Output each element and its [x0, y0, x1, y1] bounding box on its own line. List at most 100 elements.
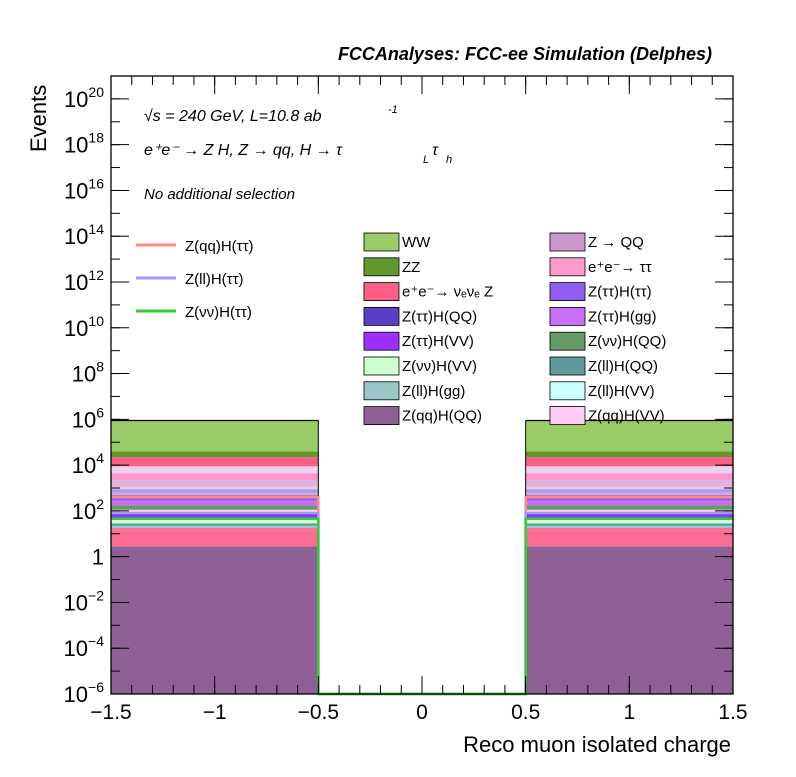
- stack-bar: [525, 489, 733, 493]
- stack-bar: [111, 451, 319, 458]
- stack-bar: [525, 509, 733, 514]
- legend-entry-label: Z(qq)H(ττ): [185, 238, 254, 255]
- stack-bar: [525, 528, 733, 531]
- legend-box-swatch: [363, 282, 400, 302]
- legend-box-swatch: [363, 356, 400, 376]
- x-tick-label: 1.5: [718, 701, 747, 724]
- stack-bar: [525, 505, 733, 510]
- stack-bar: [525, 457, 733, 467]
- stack-bar: [525, 420, 733, 452]
- y-tick-label: 1020: [64, 84, 104, 112]
- legend-box-swatch: [549, 356, 586, 376]
- stack-bar: [111, 525, 319, 529]
- stack-bar: [111, 420, 319, 452]
- stack-bar: [525, 546, 733, 694]
- stack-bar: [111, 521, 319, 524]
- stack-bar: [111, 505, 319, 510]
- annotation-energy: √s = 240 GeV, L=10.8 ab -1: [144, 104, 398, 125]
- figure-title: FCCAnalyses: FCC-ee Simulation (Delphes): [338, 44, 712, 64]
- y-tick-label: 10−4: [64, 633, 105, 661]
- y-tick-label: 1018: [64, 130, 104, 158]
- legend-entry-label: Z(νν)H(QQ): [588, 333, 666, 350]
- y-tick-label: 1012: [64, 267, 104, 295]
- stack-bar: [111, 530, 319, 547]
- svg-text:h: h: [446, 154, 452, 166]
- legend-entry-label: Z(ττ)H(gg): [588, 308, 657, 325]
- stack-bar: [111, 492, 319, 495]
- legend-entry-label: WW: [402, 234, 431, 251]
- legend-entry-label: Z(ττ)H(VV): [402, 333, 474, 350]
- stack-bar: [111, 515, 319, 519]
- stack-bar: [525, 530, 733, 547]
- legend-box-swatch: [549, 232, 586, 252]
- stack-bar: [525, 479, 733, 487]
- stack-bar: [111, 486, 319, 490]
- stack-bar: [525, 500, 733, 506]
- legend-entry-label: Z(qq)H(QQ): [402, 408, 482, 425]
- x-tick-label: −1: [203, 701, 227, 724]
- y-tick-label: 10−6: [64, 679, 105, 707]
- y-tick-label: 1016: [64, 175, 104, 203]
- legend-box-swatch: [549, 306, 586, 326]
- legend-box-swatch: [549, 331, 586, 351]
- legend-entry-label: Z(ll)H(VV): [588, 383, 655, 400]
- stack-bar: [525, 525, 733, 529]
- y-tick-label: 1: [92, 545, 104, 570]
- x-tick-label: 1: [623, 701, 635, 724]
- legend-backgrounds-right: Z → QQ e⁺e⁻→ ττ Z(ττ)H(ττ) Z(ττ)H(gg) Z(νν)H…: [549, 232, 666, 426]
- legend-entry-label: Z(ττ)H(QQ): [402, 308, 477, 325]
- legend-entry-label: Z(ll)H(gg): [402, 383, 465, 400]
- y-tick-label: 1014: [64, 221, 104, 249]
- stack-bar: [525, 486, 733, 490]
- legend-entry-label: Z(νν)H(ττ): [185, 304, 252, 321]
- stack-bar: [111, 473, 319, 480]
- legend-entry-label: ZZ: [402, 259, 420, 276]
- svg-text:-1: -1: [388, 104, 398, 116]
- x-tick-label: −0.5: [298, 701, 339, 724]
- stack-bar: [111, 466, 319, 474]
- legend-entry-label: Z(νν)H(VV): [402, 358, 477, 375]
- y-axis-label: Events: [26, 85, 51, 152]
- x-tick-label: 0: [416, 701, 428, 724]
- legend-entry-label: e⁺e⁻→ νₑνₑ Z: [402, 284, 493, 301]
- y-tick-label: 104: [72, 450, 104, 478]
- stack-bar: [111, 528, 319, 531]
- legend-box-swatch: [549, 282, 586, 302]
- annotation-selection: No additional selection: [144, 186, 295, 203]
- x-tick-label: −1.5: [90, 701, 131, 724]
- stack-bars: [111, 419, 733, 694]
- y-tick-label: 10−2: [64, 587, 105, 615]
- stack-bar: [111, 523, 319, 526]
- stack-bar: [111, 546, 319, 694]
- stack-bar: [525, 515, 733, 519]
- svg-text:√s = 240 GeV, L=10.8 ab: √s = 240 GeV, L=10.8 ab: [144, 108, 322, 125]
- legend-entry-label: Z(ττ)H(ττ): [588, 284, 652, 301]
- x-axis-label: Reco muon isolated charge: [463, 732, 731, 757]
- y-tick-label: 1010: [64, 313, 104, 341]
- stack-bar: [111, 497, 319, 501]
- stack-bar: [111, 457, 319, 467]
- stack-bar: [111, 479, 319, 487]
- stack-bar: [525, 497, 733, 501]
- legend-signals: Z(qq)H(ττ) Z(ll)H(ττ) Z(νν)H(ττ): [136, 238, 254, 321]
- legend-box-swatch: [363, 331, 400, 351]
- stack-bar: [111, 509, 319, 514]
- y-tick-label: 106: [72, 404, 104, 432]
- annotation-process: e⁺e⁻ → Z H, Z → qq, H → τ L τ h: [144, 142, 452, 166]
- stack-bar: [525, 492, 733, 495]
- legend-entry-label: e⁺e⁻→ ττ: [588, 259, 652, 276]
- legend-box-swatch: [363, 381, 400, 401]
- svg-text:e⁺e⁻ → Z H, Z → qq, H → τ: e⁺e⁻ → Z H, Z → qq, H → τ: [144, 142, 343, 159]
- svg-text:τ: τ: [432, 142, 439, 159]
- axis-ticks: −1.5 −1 −0.5 0 0.5 1 1.5 10−6 10−4 10−2 1 102 104 106…: [64, 76, 748, 724]
- legend-box-swatch: [549, 257, 586, 277]
- stack-bar: [111, 489, 319, 493]
- svg-text:L: L: [423, 154, 429, 166]
- stack-bar: [525, 466, 733, 474]
- legend-box-swatch: [549, 381, 586, 401]
- legend-entry-label: Z → QQ: [588, 234, 644, 251]
- stack-bar: [525, 473, 733, 480]
- y-tick-label: 108: [72, 359, 104, 387]
